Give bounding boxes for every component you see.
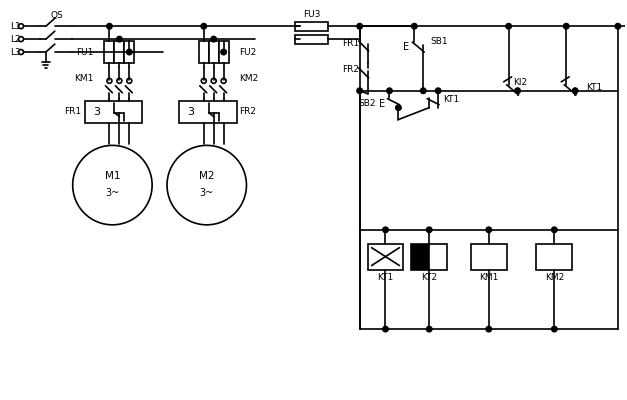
Text: FR1: FR1: [342, 38, 359, 48]
Text: FR1: FR1: [65, 107, 82, 116]
Circle shape: [426, 326, 432, 332]
Text: KM2: KM2: [545, 273, 564, 282]
Bar: [179, 101, 236, 122]
Circle shape: [396, 105, 401, 110]
Circle shape: [435, 88, 441, 94]
Circle shape: [201, 24, 206, 29]
Text: KT2: KT2: [421, 273, 437, 282]
Text: M1: M1: [105, 171, 120, 181]
Circle shape: [211, 36, 216, 42]
Text: KI2: KI2: [514, 78, 528, 87]
Circle shape: [552, 326, 557, 332]
Circle shape: [211, 78, 216, 83]
Text: KM1: KM1: [479, 273, 498, 282]
Text: KT1: KT1: [377, 273, 394, 282]
Bar: [295, 35, 328, 44]
Bar: [537, 244, 572, 270]
Bar: [429, 244, 447, 270]
Circle shape: [515, 88, 520, 94]
Text: KM1: KM1: [74, 74, 93, 83]
Circle shape: [201, 78, 206, 83]
Circle shape: [127, 78, 132, 83]
Circle shape: [486, 227, 492, 232]
Bar: [105, 41, 114, 63]
Circle shape: [421, 88, 426, 94]
Text: KT1: KT1: [443, 95, 460, 104]
Circle shape: [221, 78, 226, 83]
Circle shape: [357, 88, 362, 94]
Circle shape: [107, 78, 112, 83]
Text: E: E: [379, 99, 386, 109]
Bar: [471, 244, 507, 270]
Bar: [295, 22, 328, 31]
Circle shape: [167, 145, 246, 225]
Bar: [411, 244, 429, 270]
Circle shape: [19, 50, 24, 54]
Text: SB2: SB2: [358, 99, 376, 108]
Circle shape: [357, 24, 362, 29]
Circle shape: [564, 24, 569, 29]
Text: L1: L1: [10, 22, 21, 31]
Text: FU2: FU2: [240, 48, 257, 56]
Circle shape: [411, 24, 417, 29]
Bar: [199, 41, 209, 63]
Text: 3: 3: [93, 107, 100, 117]
Text: QS: QS: [50, 11, 63, 20]
Circle shape: [486, 326, 492, 332]
Text: L3: L3: [10, 48, 21, 56]
Text: FU3: FU3: [303, 10, 320, 19]
Circle shape: [426, 227, 432, 232]
Text: 3: 3: [187, 107, 194, 117]
Bar: [219, 41, 229, 63]
Circle shape: [117, 36, 122, 42]
Circle shape: [19, 24, 24, 29]
Circle shape: [387, 88, 393, 94]
Circle shape: [572, 88, 578, 94]
Text: 3~: 3~: [105, 188, 120, 198]
Text: FR2: FR2: [240, 107, 256, 116]
Circle shape: [221, 49, 226, 55]
Text: KT1: KT1: [586, 83, 603, 92]
Bar: [85, 101, 142, 122]
Circle shape: [615, 24, 621, 29]
Text: SB1: SB1: [430, 37, 448, 46]
Circle shape: [73, 145, 152, 225]
Bar: [209, 41, 219, 63]
Circle shape: [382, 326, 388, 332]
Circle shape: [506, 24, 512, 29]
Bar: [124, 41, 134, 63]
Circle shape: [127, 49, 132, 55]
Circle shape: [117, 78, 122, 83]
Text: M2: M2: [199, 171, 214, 181]
Text: E: E: [403, 42, 409, 52]
Text: FR2: FR2: [342, 66, 359, 74]
Bar: [114, 41, 124, 63]
Circle shape: [19, 37, 24, 42]
Bar: [367, 244, 403, 270]
Text: KM2: KM2: [240, 74, 259, 83]
Text: 3~: 3~: [199, 188, 214, 198]
Text: FU1: FU1: [76, 48, 93, 56]
Circle shape: [382, 227, 388, 232]
Circle shape: [107, 24, 112, 29]
Circle shape: [552, 227, 557, 232]
Text: L2: L2: [10, 35, 21, 44]
